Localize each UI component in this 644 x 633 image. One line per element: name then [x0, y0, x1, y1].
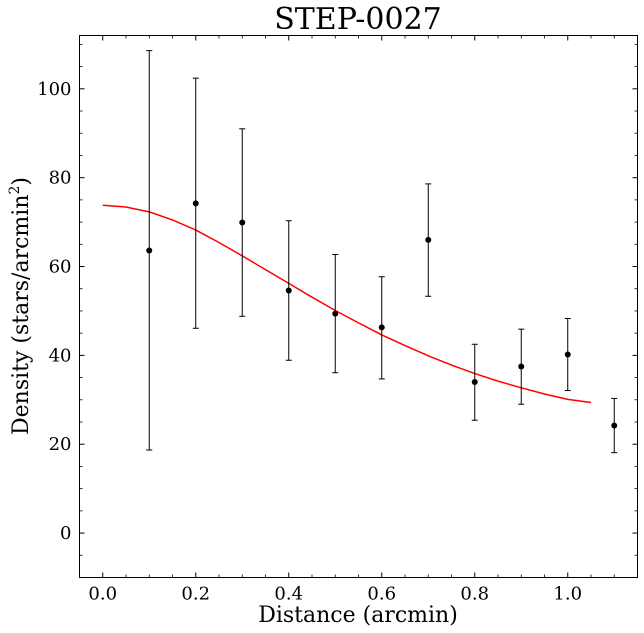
y-ticks: 0 20 40 60 80 100 [37, 43, 638, 556]
y-tick-label: 40 [49, 345, 72, 366]
x-ticks: 0.0 0.2 0.4 0.6 0.8 1.0 [88, 35, 615, 605]
data-marker [146, 247, 153, 254]
data-point [192, 77, 199, 329]
data-point [611, 397, 618, 454]
y-axis-label-main: Density (stars/arcmin [9, 195, 34, 436]
data-marker [192, 200, 199, 207]
data-marker [378, 324, 385, 331]
y-axis-label: Density (stars/arcmin2) [7, 177, 34, 435]
x-tick-label: 0.0 [88, 584, 117, 605]
data-point [425, 183, 432, 297]
y-axis-label-sup: 2 [7, 186, 23, 195]
data-marker [471, 379, 478, 386]
data-marker [425, 236, 432, 243]
x-tick-label: 0.6 [367, 584, 396, 605]
y-tick-label: 100 [37, 79, 71, 100]
x-tick-label: 0.8 [460, 584, 489, 605]
data-marker [239, 219, 246, 226]
y-axis-label-close: ) [9, 177, 34, 186]
data-marker [285, 287, 292, 294]
data-point [378, 276, 385, 380]
y-tick-label: 80 [49, 168, 72, 189]
x-axis-label: Distance (arcmin) [258, 603, 458, 628]
y-tick-label: 20 [49, 434, 72, 455]
data-point [332, 254, 339, 374]
x-tick-label: 1.0 [553, 584, 582, 605]
data-points [146, 50, 618, 454]
x-tick-label: 0.2 [181, 584, 210, 605]
data-point [471, 343, 478, 421]
fit-line [102, 204, 592, 404]
x-tick-label: 0.4 [274, 584, 303, 605]
data-point [285, 220, 292, 361]
plot-frame [79, 35, 638, 578]
data-point [146, 50, 153, 451]
y-tick-label: 0 [60, 523, 71, 544]
chart-title: STEP-0027 [274, 2, 442, 37]
data-point [564, 317, 571, 391]
data-marker [564, 351, 571, 358]
data-marker [611, 422, 618, 429]
data-point [518, 328, 525, 405]
data-marker [518, 363, 525, 370]
y-tick-label: 60 [49, 257, 72, 278]
data-marker [332, 310, 339, 317]
data-point [239, 128, 246, 317]
